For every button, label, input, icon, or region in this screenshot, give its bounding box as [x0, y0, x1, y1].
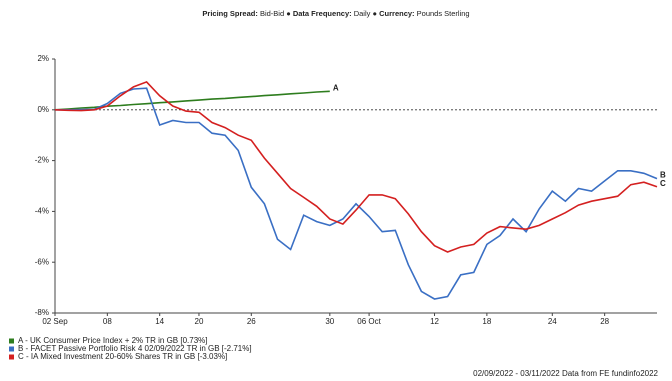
x-tick-label: 24: [548, 317, 557, 326]
y-tick-label: -2%: [35, 156, 49, 165]
header-separator: ●: [286, 9, 291, 18]
header-key: Currency:: [379, 9, 414, 18]
x-tick-label: 02 Sep: [42, 317, 68, 326]
footer: 02/09/2022 - 03/11/2022 Data from FE fun…: [473, 369, 658, 378]
header-separator: ●: [372, 9, 377, 18]
series-end-label: A: [333, 83, 339, 92]
series-line: [55, 87, 658, 300]
y-tick-label: 0%: [37, 105, 49, 114]
x-tick-label: 20: [195, 317, 204, 326]
x-tick-label: 14: [155, 317, 164, 326]
series-end-label: B: [660, 171, 666, 180]
series-line: [54, 90, 330, 111]
series-line: [54, 80, 658, 253]
y-tick-label: -6%: [35, 257, 49, 266]
header-value: Pounds Sterling: [417, 9, 470, 18]
x-tick-label: 30: [325, 317, 334, 326]
x-tick-label: 18: [482, 317, 491, 326]
legend-swatch: [9, 354, 14, 360]
legend-label: C - IA Mixed Investment 20-60% Shares TR…: [18, 352, 227, 361]
x-tick-label: 12: [430, 317, 439, 326]
header-key: Data Frequency:: [293, 9, 352, 18]
series-end-label: C: [660, 179, 666, 188]
x-tick-label: 08: [103, 317, 112, 326]
header-key: Pricing Spread:: [202, 9, 257, 18]
legend-swatch: [9, 346, 14, 352]
header-value: Daily: [354, 9, 371, 18]
x-tick-label: 28: [600, 317, 609, 326]
legend-swatch: [9, 338, 14, 344]
y-tick-label: 2%: [37, 54, 49, 63]
legend-label: B - FACET Passive Portfolio Risk 4 02/09…: [18, 344, 252, 353]
chart-header: Pricing Spread: Bid-Bid ● Data Frequency…: [202, 9, 469, 18]
legend-label: A - UK Consumer Price Index + 2% TR in G…: [18, 336, 208, 345]
header-value: Bid-Bid: [260, 9, 284, 18]
x-tick-label: 26: [247, 317, 256, 326]
y-tick-label: -4%: [35, 207, 49, 216]
y-tick-label: -8%: [35, 308, 49, 317]
x-tick-label: 06 Oct: [357, 317, 381, 326]
